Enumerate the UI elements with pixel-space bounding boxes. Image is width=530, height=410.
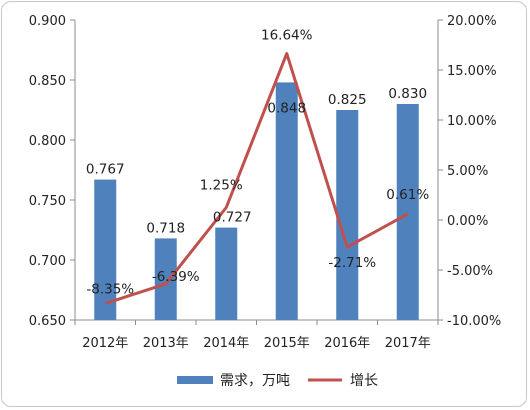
growth-value-label: 16.64% [261,28,313,44]
right-tick-label: 0.00% [447,214,488,229]
x-tick-label: 2014年 [203,336,249,351]
bar-value-label: 0.718 [146,220,185,236]
axes: 0.650 0.700 0.750 0.800 0.850 0.900 -10.00% -5.… [29,14,501,351]
bar-value-label: 0.825 [328,92,367,108]
growth-value-label: -6.39% [152,269,200,285]
left-tick-label: 0.900 [29,14,66,29]
legend-line-label: 增长 [350,373,378,389]
right-tick-label: 15.00% [447,64,497,79]
legend-bar-label: 需求，万吨 [220,373,290,389]
bar-value-label: 0.848 [267,100,306,116]
bar-series [94,82,419,321]
line-series [104,52,409,305]
bar [275,82,298,321]
left-tick-label: 0.850 [29,74,66,89]
bar [396,104,419,320]
legend: 需求，万吨 增长 [177,373,378,389]
bar [154,238,177,320]
bar-value-label: 0.727 [213,210,252,226]
growth-value-label: -8.35% [86,282,134,298]
growth-value-label: 1.25% [200,178,243,194]
right-tick-label: -10.00% [447,314,501,329]
bar [94,179,117,320]
left-tick-label: 0.700 [29,254,66,269]
growth-value-label: 0.61% [386,187,429,203]
data-labels: 0.767 0.718 0.727 0.848 0.825 0.830 -8.35% -6.3… [86,28,429,298]
bar-value-label: 0.830 [388,86,427,102]
growth-value-label: -2.71% [328,255,376,271]
bar [336,110,359,320]
right-tick-label: 20.00% [447,14,497,29]
right-tick-label: 10.00% [447,114,497,129]
left-tick-label: 0.800 [29,134,66,149]
x-tick-label: 2015年 [264,336,310,351]
x-tick-label: 2017年 [385,336,431,351]
bar [215,227,238,320]
right-tick-label: -5.00% [447,264,493,279]
legend-bar-swatch [177,376,213,384]
left-tick-label: 0.750 [29,194,66,209]
bar-value-label: 0.767 [86,162,125,178]
x-tick-label: 2016年 [324,336,370,351]
x-tick-label: 2012年 [82,336,128,351]
x-tick-label: 2013年 [143,336,189,351]
right-tick-label: 5.00% [447,164,488,179]
growth-line [104,52,409,305]
left-tick-label: 0.650 [29,314,66,329]
